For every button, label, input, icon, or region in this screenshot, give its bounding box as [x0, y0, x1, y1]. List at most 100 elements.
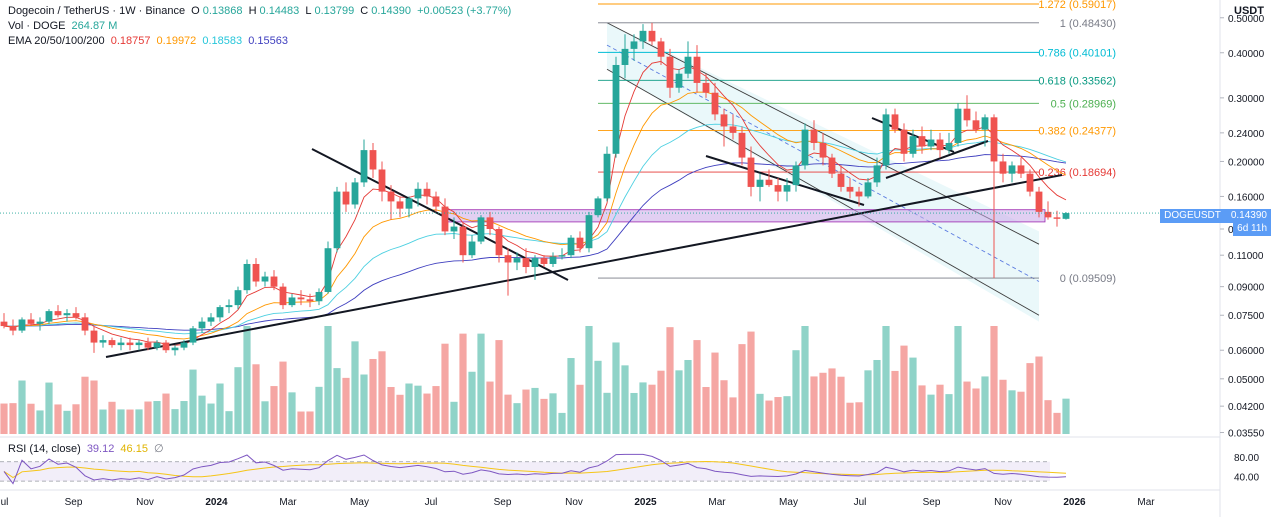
candle-body [405, 198, 413, 209]
candle-body [252, 263, 260, 282]
volume-bar [891, 370, 899, 434]
volume-bar [783, 396, 791, 434]
volume-bar [918, 385, 926, 434]
candle-body [648, 30, 656, 42]
support-zone [444, 209, 1046, 223]
volume-bar [36, 410, 44, 434]
candle-body [918, 136, 926, 147]
candle-body [72, 313, 80, 318]
downtrend-line-2025 [705, 155, 865, 206]
volume-bar [792, 350, 800, 434]
time-tick-label: May [350, 497, 369, 508]
volume-bar [1008, 390, 1016, 434]
volume-bar [540, 398, 548, 434]
time-tick-label: May [779, 497, 798, 508]
candle-body [846, 186, 854, 192]
candle-body [657, 41, 665, 57]
volume-bar [261, 401, 269, 434]
time-tick-label: Jul [425, 497, 438, 508]
candle-body [1053, 217, 1061, 219]
fib-level-label: 0.5 (0.28969) [1051, 98, 1116, 110]
time-tick-label: 2024 [205, 497, 228, 508]
candle-body [522, 258, 530, 268]
volume-bar [477, 333, 485, 434]
candle-body [837, 173, 845, 187]
price-tick-label: 0.09000 [1228, 283, 1265, 294]
volume-bar [171, 409, 179, 434]
candle-body [378, 169, 386, 192]
time-tick-label: Nov [565, 497, 583, 508]
candle-body [207, 317, 215, 322]
volume-bar [414, 385, 422, 434]
fib-level-label: 0 (0.09509) [1060, 273, 1116, 285]
time-tick-label: Sep [923, 497, 941, 508]
price-tick-label: 0.05000 [1228, 375, 1265, 386]
volume-bar [1062, 398, 1070, 434]
current-price-tag: DOGEUSDT 0.14390 [1160, 209, 1271, 223]
price-tick-label: 0.50000 [1228, 14, 1265, 25]
candle-body [432, 196, 440, 207]
candle-body [54, 311, 62, 316]
ema20-value: 0.18757 [110, 35, 151, 47]
volume-bar [360, 374, 368, 434]
volume-bar [630, 392, 638, 434]
time-tick-label: Mar [1137, 497, 1155, 508]
candle-body [945, 142, 953, 151]
candle-body [738, 132, 746, 158]
candle-body [351, 182, 359, 205]
candle-body [1026, 173, 1034, 192]
candle-body [306, 299, 314, 302]
ohlc-open-value: 0.13868 [202, 5, 243, 17]
volume-bar [486, 381, 494, 434]
candle-body [702, 82, 710, 93]
candle-body [801, 129, 809, 166]
candle-body [720, 114, 728, 127]
candle-body [333, 191, 341, 249]
candle-body [666, 56, 674, 88]
volume-bar [369, 358, 377, 434]
volume-bar [567, 358, 575, 434]
volume-bar [18, 380, 26, 434]
candle-body [909, 136, 917, 154]
volume-bar [99, 409, 107, 434]
time-tick-label: Sep [65, 497, 83, 508]
volume-bar [549, 393, 557, 434]
volume-bar [504, 394, 512, 434]
candle-body [234, 290, 242, 306]
candle-body [1017, 165, 1025, 174]
time-tick-label: Jul [0, 497, 8, 508]
price-tick-label: 0.30000 [1228, 94, 1265, 105]
long-uptrend-line [105, 174, 1063, 358]
time-tick-label: 2025 [634, 497, 657, 508]
candle-body [27, 319, 35, 324]
volume-bar [666, 327, 674, 434]
candle-body [828, 157, 836, 174]
candle-body [603, 153, 611, 199]
volume-bar [882, 326, 890, 434]
candle-body [540, 258, 548, 264]
volume-bar [720, 380, 728, 434]
candle-body [360, 150, 368, 183]
volume-bar [837, 376, 845, 434]
volume-bar [378, 351, 386, 434]
volume-bar [351, 341, 359, 434]
candle-body [756, 179, 764, 187]
volume-bar [198, 395, 206, 434]
volume-bar [225, 411, 233, 434]
volume-bar [864, 370, 872, 434]
volume-bar [702, 387, 710, 434]
candle-body [675, 73, 683, 88]
time-tick-label: Jul [854, 497, 867, 508]
bar-countdown: 6d 11h [1233, 222, 1271, 236]
volume-bar [117, 409, 125, 434]
candle-body [504, 255, 512, 263]
candle-body [783, 185, 791, 192]
volume-bar [459, 333, 467, 434]
candle-body [1008, 165, 1016, 174]
volume-bar [531, 387, 539, 434]
volume-bar [396, 394, 404, 434]
volume-bar [648, 384, 656, 434]
volume-bar [450, 401, 458, 434]
candle-body [315, 291, 323, 302]
